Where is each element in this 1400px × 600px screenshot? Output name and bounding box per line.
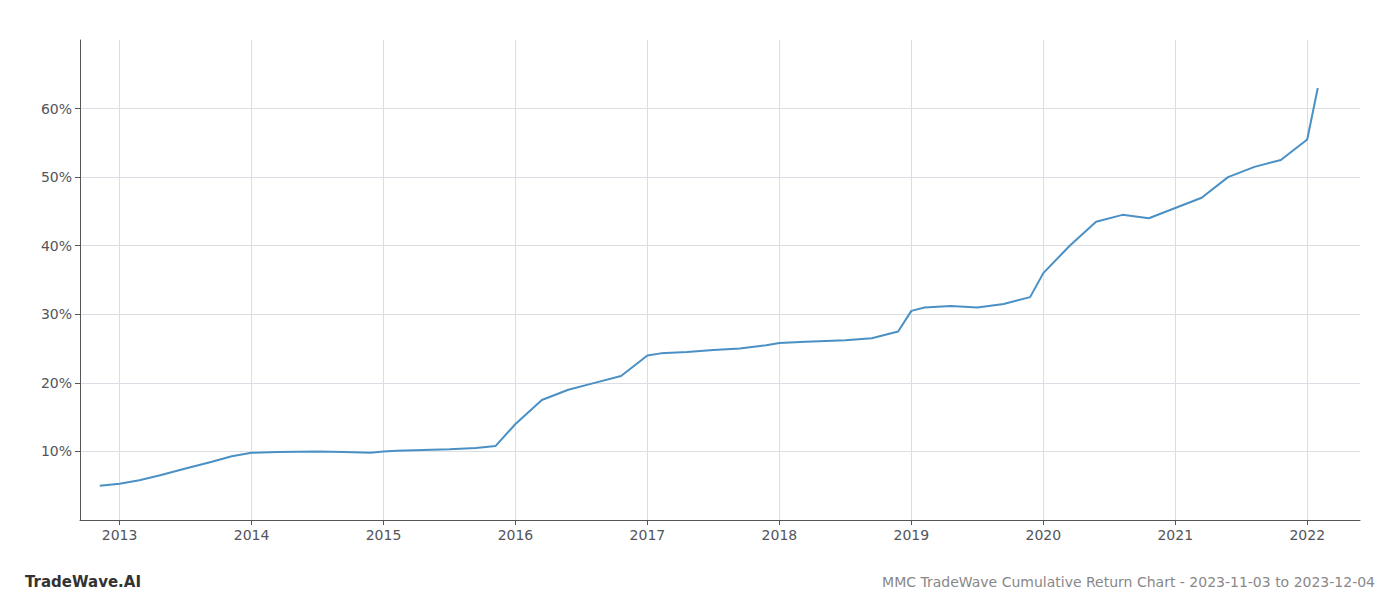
svg-text:2015: 2015 (366, 527, 402, 543)
svg-text:2014: 2014 (234, 527, 270, 543)
svg-text:TradeWave.AI: TradeWave.AI (25, 573, 141, 591)
svg-text:2019: 2019 (894, 527, 930, 543)
svg-text:2018: 2018 (762, 527, 798, 543)
svg-text:20%: 20% (41, 375, 72, 391)
svg-text:60%: 60% (41, 101, 72, 117)
svg-text:50%: 50% (41, 169, 72, 185)
svg-text:2017: 2017 (630, 527, 666, 543)
svg-text:MMC TradeWave Cumulative Retur: MMC TradeWave Cumulative Return Chart - … (882, 574, 1375, 590)
svg-text:30%: 30% (41, 306, 72, 322)
svg-text:2016: 2016 (498, 527, 534, 543)
svg-text:2013: 2013 (102, 527, 138, 543)
svg-text:40%: 40% (41, 238, 72, 254)
svg-text:10%: 10% (41, 443, 72, 459)
svg-text:2020: 2020 (1025, 527, 1061, 543)
svg-text:2021: 2021 (1157, 527, 1193, 543)
svg-text:2022: 2022 (1289, 527, 1325, 543)
